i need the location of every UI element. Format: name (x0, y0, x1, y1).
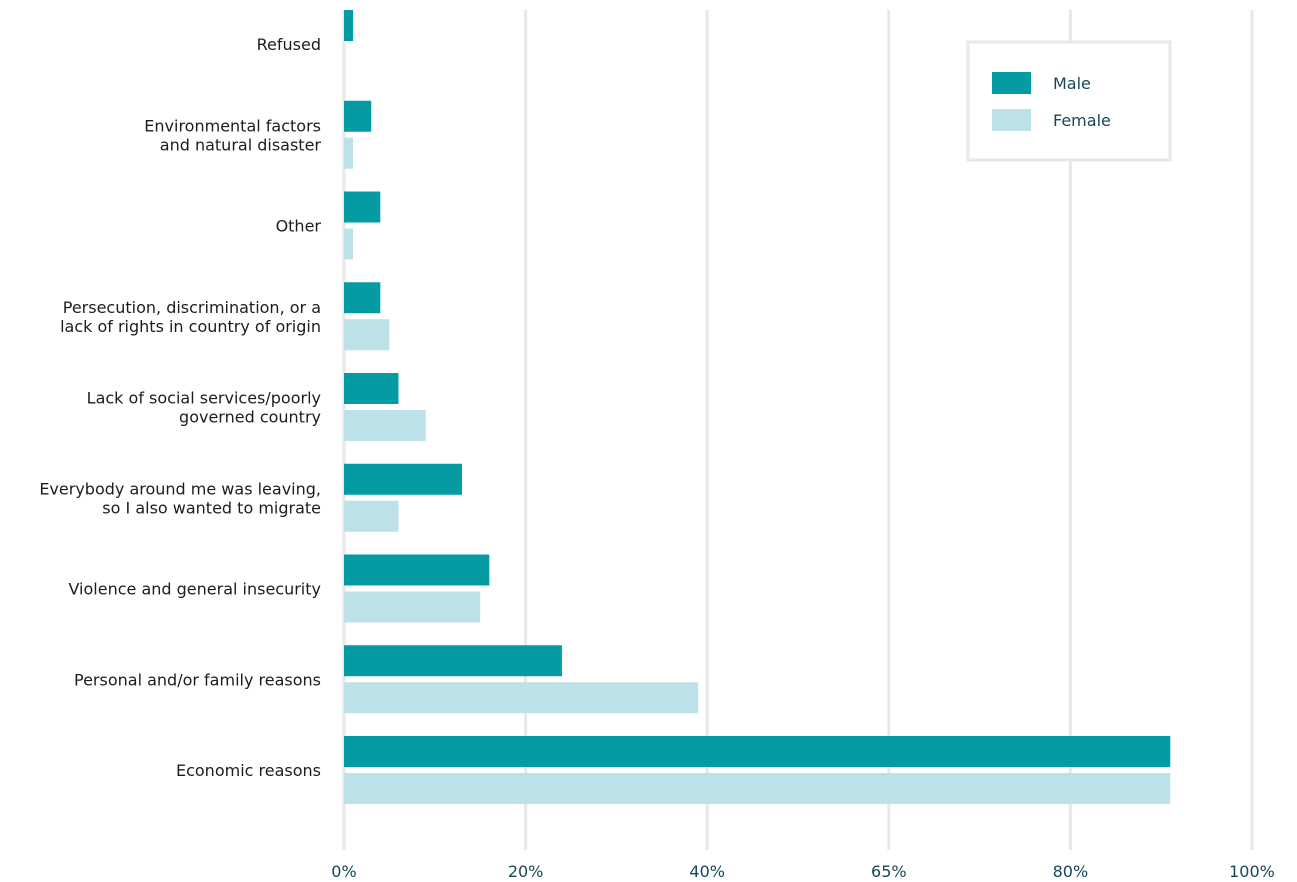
x-tick-label: 40% (689, 862, 725, 881)
category-label-refused: Refused (257, 35, 321, 54)
category-label-environmental-factors-and-natural-disaster: and natural disaster (160, 135, 322, 154)
bar-male-economic-reasons (344, 736, 1171, 767)
bar-male-everybody-around-me-was-leaving-so-i-also-wanted-to-migrate (344, 463, 463, 495)
bar-male-lack-of-social-services-poorly-governed-country (344, 373, 399, 404)
legend-swatch-male (992, 72, 1031, 94)
category-label-lack-of-social-services-poorly-governed-country: governed country (179, 408, 321, 427)
bar-female-environmental-factors-and-natural-disaster (344, 137, 354, 169)
bar-female-violence-and-general-insecurity (344, 591, 481, 623)
x-tick-label: 100% (1229, 862, 1275, 881)
category-label-economic-reasons: Economic reasons (176, 761, 321, 780)
category-label-everybody-around-me-was-leaving-so-i-also-wanted-to-migrate: so I also wanted to migrate (102, 498, 321, 517)
x-tick-label: 80% (1053, 862, 1089, 881)
bar-male-other (344, 191, 381, 223)
category-label-lack-of-social-services-poorly-governed-country: Lack of social services/poorly (87, 389, 321, 408)
bar-female-everybody-around-me-was-leaving-so-i-also-wanted-to-migrate (344, 500, 399, 532)
x-tick-label: 0% (331, 862, 356, 881)
bar-male-refused (344, 10, 354, 41)
category-label-environmental-factors-and-natural-disaster: Environmental factors (144, 116, 321, 135)
category-label-everybody-around-me-was-leaving-so-i-also-wanted-to-migrate: Everybody around me was leaving, (39, 479, 321, 498)
bar-male-violence-and-general-insecurity (344, 554, 490, 586)
category-label-persecution-discrimination-or-a-lack-of-rights-in-country-of-origin: Persecution, discrimination, or a (63, 298, 321, 317)
bars (344, 10, 1171, 804)
bar-female-lack-of-social-services-poorly-governed-country (344, 410, 426, 441)
legend-swatch-female (992, 109, 1031, 131)
bar-female-economic-reasons (344, 773, 1171, 804)
legend-label-male: Male (1053, 74, 1091, 93)
bar-female-persecution-discrimination-or-a-lack-of-rights-in-country-of-origin (344, 319, 390, 351)
x-tick-label: 65% (871, 862, 907, 881)
legend: Male Female (966, 40, 1172, 162)
category-label-personal-and-or-family-reasons: Personal and/or family reasons (74, 670, 321, 689)
category-label-violence-and-general-insecurity: Violence and general insecurity (68, 580, 321, 599)
bar-male-personal-and-or-family-reasons (344, 645, 562, 677)
x-tick-label: 20% (508, 862, 544, 881)
legend-label-female: Female (1053, 111, 1111, 130)
category-label-other: Other (276, 217, 322, 236)
category-label-persecution-discrimination-or-a-lack-of-rights-in-country-of-origin: lack of rights in country of origin (60, 317, 321, 336)
legend-box (966, 40, 1172, 162)
bar-female-personal-and-or-family-reasons (344, 682, 699, 714)
x-axis-tick-labels: 0% 20% 40% 65% 80% 100% (331, 862, 1275, 881)
bar-male-persecution-discrimination-or-a-lack-of-rights-in-country-of-origin (344, 282, 381, 314)
bar-female-other (344, 228, 354, 260)
bar-male-environmental-factors-and-natural-disaster (344, 100, 372, 132)
